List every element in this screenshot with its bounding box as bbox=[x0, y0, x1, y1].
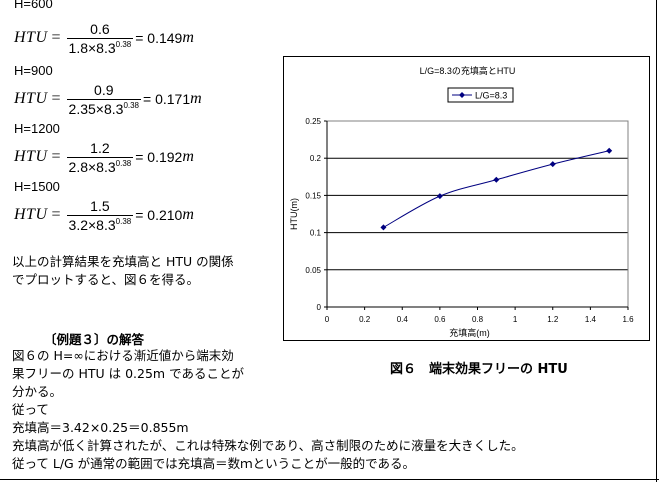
fraction: 0.9 2.35×8.30.38 bbox=[66, 81, 142, 117]
calc-label-3: H=1500 bbox=[14, 179, 60, 194]
htu-chart: L/G=8.3の充填高とHTU L/G=8.3 0 0.05 0.1 0.15 0.2 0.2… bbox=[289, 65, 634, 338]
x-tick-label: 0.4 bbox=[397, 315, 409, 324]
x-tick-label: 0.6 bbox=[434, 315, 446, 324]
result-value: = 0.171 bbox=[143, 91, 191, 107]
denominator: 2.35×8.30.38 bbox=[66, 98, 142, 117]
numerator: 0.9 bbox=[94, 81, 114, 98]
fraction: 1.5 3.2×8.30.38 bbox=[66, 197, 134, 233]
legend-box bbox=[447, 87, 514, 103]
equation-lhs: HTU bbox=[14, 90, 48, 107]
example-line: 充填高＝3.42×0.25＝0.855m bbox=[12, 420, 189, 435]
example-body: 図６の H=∞における漸近値から端末効 果フリーの HTU は 0.25m であ… bbox=[12, 347, 524, 473]
window-edge-bottom bbox=[0, 479, 659, 480]
window-edge-right bbox=[656, 0, 657, 482]
example-title: 〔例題３〕の解答 bbox=[44, 332, 145, 347]
series-line bbox=[383, 150, 610, 228]
example-line: 図６の H=∞における漸近値から端末効 bbox=[12, 348, 234, 363]
htu-equation-0: HTU = 0.6 1.8×8.30.38 = 0.149 m bbox=[14, 16, 194, 60]
equals-sign: = bbox=[51, 206, 61, 223]
fraction: 0.6 1.8×8.30.38 bbox=[66, 20, 134, 56]
result-unit: m bbox=[182, 29, 194, 46]
y-tick-label: 0.05 bbox=[305, 266, 321, 275]
summary-line: 以上の計算結果を充填高と HTU の関係 bbox=[12, 254, 234, 269]
legend-label: L/G=8.3 bbox=[475, 91, 507, 101]
fraction: 1.2 2.8×8.30.38 bbox=[66, 139, 134, 175]
example-line: 従って L/G が通常の範囲では充填高＝数ｍということが一般的である。 bbox=[12, 456, 416, 471]
x-axis-label: 充填高(m) bbox=[449, 327, 490, 338]
x-tick-label: 1.2 bbox=[547, 315, 559, 324]
y-tick-label: 0 bbox=[317, 303, 322, 312]
denominator: 2.8×8.30.38 bbox=[66, 156, 134, 175]
summary-line: でプロットすると、図６を得る。 bbox=[12, 272, 200, 287]
result-value: = 0.192 bbox=[135, 149, 183, 165]
x-tick-label: 0 bbox=[325, 315, 330, 324]
result-unit: m bbox=[182, 206, 194, 223]
data-point bbox=[380, 224, 387, 231]
denominator-exponent: 0.38 bbox=[123, 100, 140, 110]
denominator: 1.8×8.30.38 bbox=[66, 37, 134, 56]
x-tick-label: 0.8 bbox=[472, 315, 484, 324]
denominator-exponent: 0.38 bbox=[115, 158, 132, 168]
htu-equation-2: HTU = 1.2 2.8×8.30.38 = 0.192 m bbox=[14, 135, 194, 179]
example-line: 従って bbox=[12, 402, 49, 417]
equals-sign: = bbox=[51, 90, 61, 107]
htu-equation-3: HTU = 1.5 3.2×8.30.38 = 0.210 m bbox=[14, 193, 194, 237]
example-line: 充填高が低く計算されたが、これは特殊な例であり、高さ制限のために液量を大きくした… bbox=[12, 438, 524, 453]
equation-lhs: HTU bbox=[14, 148, 48, 165]
y-tick-label: 0.15 bbox=[305, 191, 321, 200]
calc-label-0: H=600 bbox=[14, 0, 53, 11]
x-tick-label: 1 bbox=[513, 315, 518, 324]
numerator: 0.6 bbox=[90, 20, 110, 37]
denominator-base: 2.8×8.3 bbox=[68, 158, 116, 175]
numerator: 1.2 bbox=[90, 139, 110, 156]
denominator: 3.2×8.30.38 bbox=[66, 214, 134, 233]
y-tick-label: 0.25 bbox=[305, 117, 321, 126]
summary-paragraph: 以上の計算結果を充填高と HTU の関係 でプロットすると、図６を得る。 bbox=[12, 253, 234, 289]
data-point bbox=[606, 147, 613, 154]
denominator-base: 2.35×8.3 bbox=[68, 100, 124, 117]
denominator-exponent: 0.38 bbox=[115, 216, 132, 226]
result-value: = 0.210 bbox=[135, 207, 183, 223]
data-point bbox=[436, 193, 443, 200]
y-axis-label: HTU(m) bbox=[289, 198, 299, 230]
x-tick-label: 1.4 bbox=[585, 315, 597, 324]
data-point bbox=[549, 161, 556, 168]
result-value: = 0.149 bbox=[135, 30, 183, 46]
y-tick-label: 0.2 bbox=[310, 154, 322, 163]
equation-lhs: HTU bbox=[14, 206, 48, 223]
result-unit: m bbox=[182, 148, 194, 165]
calc-label-1: H=900 bbox=[14, 63, 53, 78]
equals-sign: = bbox=[51, 29, 61, 46]
x-tick-label: 0.2 bbox=[359, 315, 371, 324]
chart-frame: L/G=8.3の充填高とHTU L/G=8.3 0 0.05 0.1 0.15 0.2 0.2… bbox=[283, 56, 650, 341]
denominator-base: 1.8×8.3 bbox=[68, 39, 116, 56]
denominator-base: 3.2×8.3 bbox=[68, 216, 116, 233]
equation-lhs: HTU bbox=[14, 29, 48, 46]
denominator-exponent: 0.38 bbox=[115, 39, 132, 49]
result-unit: m bbox=[190, 90, 202, 107]
equals-sign: = bbox=[51, 148, 61, 165]
figure-caption: 図６ 端末効果フリーの HTU bbox=[390, 362, 568, 377]
y-tick-label: 0.1 bbox=[310, 229, 322, 238]
legend-marker bbox=[459, 92, 465, 98]
example-line: 果フリーの HTU は 0.25m であることが bbox=[12, 366, 244, 381]
calc-label-2: H=1200 bbox=[14, 121, 60, 136]
x-tick-label: 1.6 bbox=[622, 315, 634, 324]
numerator: 1.5 bbox=[90, 197, 110, 214]
example-line: 分かる。 bbox=[12, 384, 63, 399]
htu-equation-1: HTU = 0.9 2.35×8.30.38 = 0.171 m bbox=[14, 77, 202, 121]
data-point bbox=[493, 176, 500, 183]
plot-area bbox=[326, 120, 629, 308]
chart-title: L/G=8.3の充填高とHTU bbox=[420, 65, 516, 76]
